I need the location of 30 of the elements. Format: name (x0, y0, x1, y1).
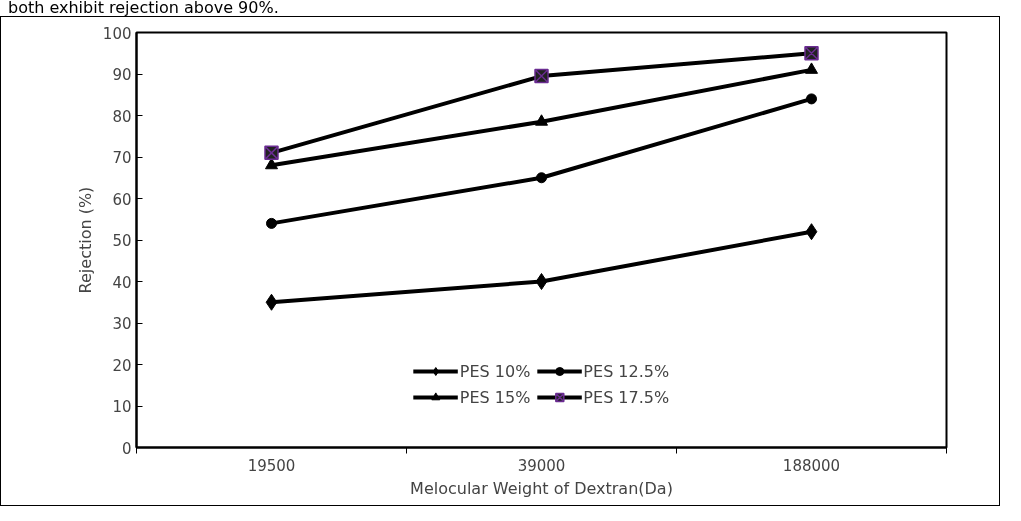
point (536, 172, 547, 184)
x-tick-label: 188000 (782, 456, 841, 475)
y-tick-label: 10 (112, 398, 132, 416)
x-axis-title: Melocular Weight of Dextran(Da) (410, 478, 673, 498)
point (535, 273, 548, 290)
y-tick-label: 40 (112, 273, 132, 292)
y-tick-label: 0 (121, 439, 132, 458)
y-tick-label: 50 (112, 232, 132, 250)
x-tick-label: 39000 (517, 456, 566, 475)
x-tick-label: 19500 (247, 456, 296, 475)
legend-label: PES 17.5% (583, 387, 670, 407)
point (806, 93, 817, 105)
y-tick-label: 80 (112, 107, 132, 126)
y-tick-label: 100 (102, 24, 132, 43)
y-tick-label: 30 (112, 315, 132, 333)
y-tick-label: 60 (112, 190, 132, 209)
point (804, 46, 819, 61)
point (805, 62, 818, 74)
point (805, 223, 818, 241)
point (266, 217, 277, 229)
y-axis-title: Rejection (%) (75, 186, 95, 294)
legend-label: PES 15% (459, 387, 531, 407)
y-tick-label: 90 (112, 66, 132, 84)
legend-label: PES 10% (459, 361, 531, 381)
point (265, 293, 278, 311)
text: both exhibit rejection above 90%. (8, 0, 279, 17)
point (535, 114, 548, 126)
y-tick-label: 70 (112, 149, 132, 167)
legend-label: PES 12.5% (583, 361, 670, 381)
y-tick-label: 20 (112, 356, 132, 375)
